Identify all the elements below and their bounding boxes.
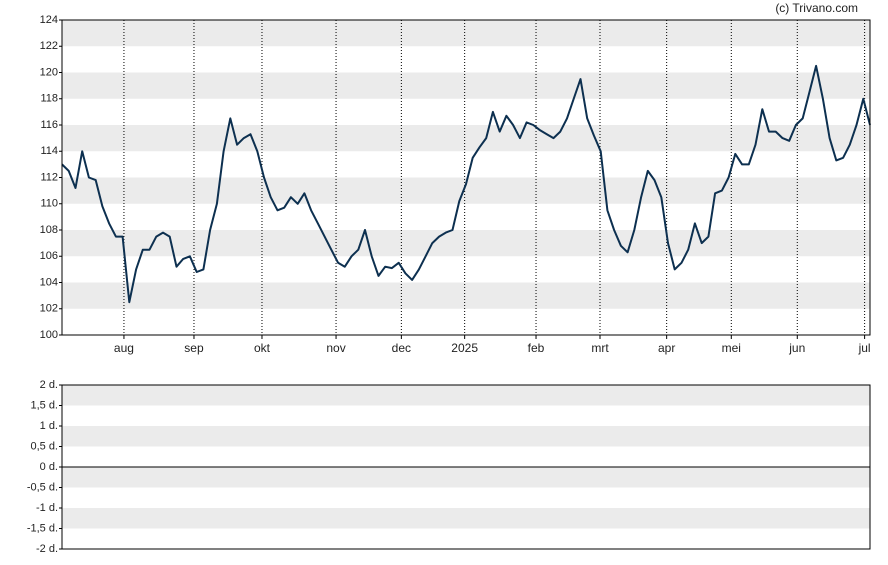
x-tick-label: mrt xyxy=(591,341,609,355)
y-tick-label: 118 xyxy=(40,93,58,105)
y-tick-label: 110 xyxy=(40,198,58,210)
x-tick-label: aug xyxy=(114,341,134,355)
y-tick-label: -2 d. xyxy=(36,543,58,555)
x-tick-label: dec xyxy=(392,341,411,355)
x-tick-label: sep xyxy=(184,341,204,355)
y-tick-label: -1,5 d. xyxy=(27,522,58,534)
x-tick-label: mei xyxy=(722,341,741,355)
plot-frame xyxy=(61,384,871,550)
grid-band xyxy=(62,20,870,47)
y-tick-label: 1,5 d. xyxy=(30,399,58,411)
y-tick-label: 100 xyxy=(40,329,58,341)
y-tick-label: 124 xyxy=(40,14,58,26)
y-tick-label: 2 d. xyxy=(40,379,58,391)
y-tick-label: 108 xyxy=(40,224,58,236)
y-tick-label: 116 xyxy=(40,119,58,131)
grid-band xyxy=(62,426,870,447)
plot-frame xyxy=(61,19,871,336)
x-tick-label: jul xyxy=(858,341,871,355)
y-tick-label: 1 d. xyxy=(40,420,58,432)
y-tick-label: 114 xyxy=(40,145,58,157)
y-tick-label: -1 d. xyxy=(36,502,58,514)
credit: (c) Trivano.com xyxy=(775,1,858,15)
grid-band xyxy=(62,72,870,99)
y-tick-label: -0,5 d. xyxy=(27,481,58,493)
x-tick-label: feb xyxy=(528,341,545,355)
x-tick-label: okt xyxy=(254,341,271,355)
price-line xyxy=(61,64,871,304)
grid-band xyxy=(62,508,870,529)
grid-band xyxy=(62,125,870,152)
x-tick-label: nov xyxy=(326,341,345,355)
y-tick-label: 106 xyxy=(40,250,58,262)
x-tick-label: jun xyxy=(788,341,805,355)
y-tick-label: 122 xyxy=(40,40,58,52)
x-tick-label: apr xyxy=(658,341,675,355)
grid-band xyxy=(62,230,870,257)
y-tick-label: 0,5 d. xyxy=(30,440,58,452)
y-tick-label: 102 xyxy=(40,303,58,315)
grid-band xyxy=(62,467,870,488)
y-tick-label: 104 xyxy=(40,276,58,288)
grid-band xyxy=(62,282,870,309)
y-tick-label: 112 xyxy=(40,171,58,183)
grid-band xyxy=(62,385,870,406)
y-tick-label: 120 xyxy=(40,66,58,78)
y-tick-label: 0 d. xyxy=(40,461,58,473)
x-tick-label: 2025 xyxy=(451,341,478,355)
